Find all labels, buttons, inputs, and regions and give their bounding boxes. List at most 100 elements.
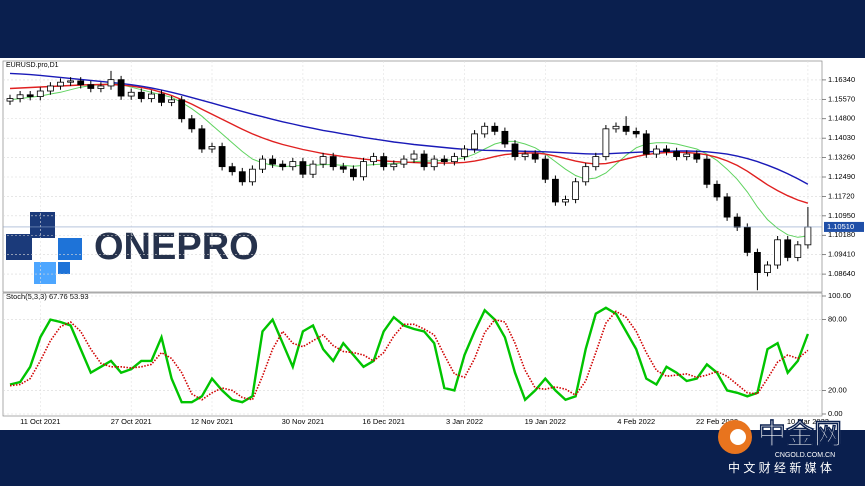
logo-block: [32, 234, 55, 238]
candle-body: [703, 158, 711, 185]
candle-body: [653, 148, 660, 155]
candle-body: [309, 163, 317, 175]
logo-block: [58, 262, 70, 274]
watermark-name: 中金网: [758, 417, 842, 449]
x-tick-label: 16 Dec 2021: [362, 417, 405, 426]
candle-body: [127, 91, 135, 97]
stoch-line: [9, 310, 809, 401]
moving-average: [9, 72, 809, 185]
stoch-panel-frame: [2, 292, 823, 417]
y-tick-label: 1.08640: [828, 269, 855, 278]
y-tick-label: 1.16340: [828, 75, 855, 84]
x-tick-label: 4 Feb 2022: [617, 417, 655, 426]
candle-body: [592, 156, 600, 168]
x-tick-label: 30 Nov 2021: [282, 417, 325, 426]
candle-body: [440, 158, 448, 163]
x-tick-label: 11 Oct 2021: [20, 417, 60, 426]
y-tick-label: 0.00: [828, 409, 843, 418]
candle-body: [380, 156, 388, 168]
candle-body: [461, 148, 468, 157]
candle-body: [77, 80, 85, 86]
candle-body: [673, 151, 680, 157]
candle-body: [218, 146, 226, 168]
candle-body: [400, 158, 408, 165]
candle-body: [693, 153, 701, 160]
y-tick-label: 1.10180: [828, 230, 855, 239]
candle-body: [390, 163, 398, 168]
y-tick-label: 1.12490: [828, 172, 855, 181]
candle-body: [299, 161, 307, 175]
candle-body: [228, 166, 236, 173]
y-tick-label: 1.14030: [828, 133, 855, 142]
candle-body: [501, 130, 509, 145]
candle-body: [349, 168, 357, 178]
stoch-line: [9, 306, 810, 404]
candle-body: [410, 153, 418, 160]
candle-body: [97, 85, 105, 89]
candle-body: [107, 79, 115, 87]
candle-body: [804, 226, 812, 246]
current-price-label: 1.10510: [827, 222, 854, 231]
candle-body: [764, 264, 771, 273]
candle-body: [289, 161, 297, 168]
candle-body: [723, 196, 731, 218]
candle-body: [269, 158, 277, 165]
candle-body: [642, 133, 650, 155]
chart-canvas: [0, 58, 865, 430]
candle-body: [370, 156, 378, 163]
y-tick-label: 1.09410: [828, 250, 855, 259]
candle-body: [511, 143, 519, 157]
candle-body: [26, 94, 34, 97]
plot-area: 1.16340 1.15570 1.14800 1.14030 1.13260 1.124…: [3, 61, 864, 426]
candle-body: [47, 85, 54, 92]
candle-body: [552, 178, 559, 203]
candle-body: [562, 199, 569, 203]
logo-block: [30, 212, 55, 234]
candle-body: [784, 239, 792, 258]
candle-body: [450, 156, 458, 163]
candle-body: [168, 99, 176, 103]
watermark-site: CNGOLD.COM.CN: [775, 452, 835, 459]
watermark: 中金网 CNGOLD.COM.CN 中 文 财 经 新 媒 体: [718, 417, 842, 475]
watermark-icon: [730, 429, 746, 445]
candle-body: [572, 181, 579, 200]
candle-body: [67, 80, 74, 83]
candle-body: [57, 81, 64, 87]
y-tick-label: 1.13260: [828, 153, 855, 162]
candle-body: [339, 166, 347, 170]
logo-block: [34, 262, 56, 284]
candle-body: [329, 156, 337, 168]
x-tick-label: 27 Oct 2021: [111, 417, 152, 426]
candle-body: [632, 130, 640, 135]
candle-body: [491, 125, 499, 132]
onepro-logo: ONEPRO: [6, 212, 259, 284]
y-tick-label: 1.15570: [828, 94, 855, 103]
candle-body: [754, 252, 761, 273]
candle-body: [238, 171, 246, 183]
candle-body: [248, 168, 256, 183]
candle-body: [774, 239, 781, 266]
candle-body: [612, 125, 620, 130]
candle-body: [147, 93, 155, 99]
candle-body: [208, 146, 216, 150]
chart-title: EURUSD.pro,D1: [6, 62, 59, 69]
candle-body: [713, 183, 721, 198]
candle-body: [178, 99, 186, 120]
stoch-title: Stoch(5,3,3) 67.76 53.93: [6, 292, 89, 301]
watermark-tagline: 中 文 财 经 新 媒 体: [728, 460, 832, 475]
y-tick-label: 80.00: [828, 315, 847, 324]
candle-body: [198, 128, 206, 150]
candle-body: [279, 163, 287, 168]
candle-body: [36, 90, 44, 97]
candle-body: [531, 153, 539, 160]
candle-body: [259, 158, 266, 170]
y-tick-label: 1.14800: [828, 114, 855, 123]
candle-body: [16, 94, 24, 99]
y-tick-label: 20.00: [828, 385, 847, 394]
candle-body: [622, 125, 630, 132]
candle-body: [360, 161, 367, 178]
x-tick-label: 19 Jan 2022: [525, 417, 566, 426]
logo-block: [58, 238, 82, 260]
